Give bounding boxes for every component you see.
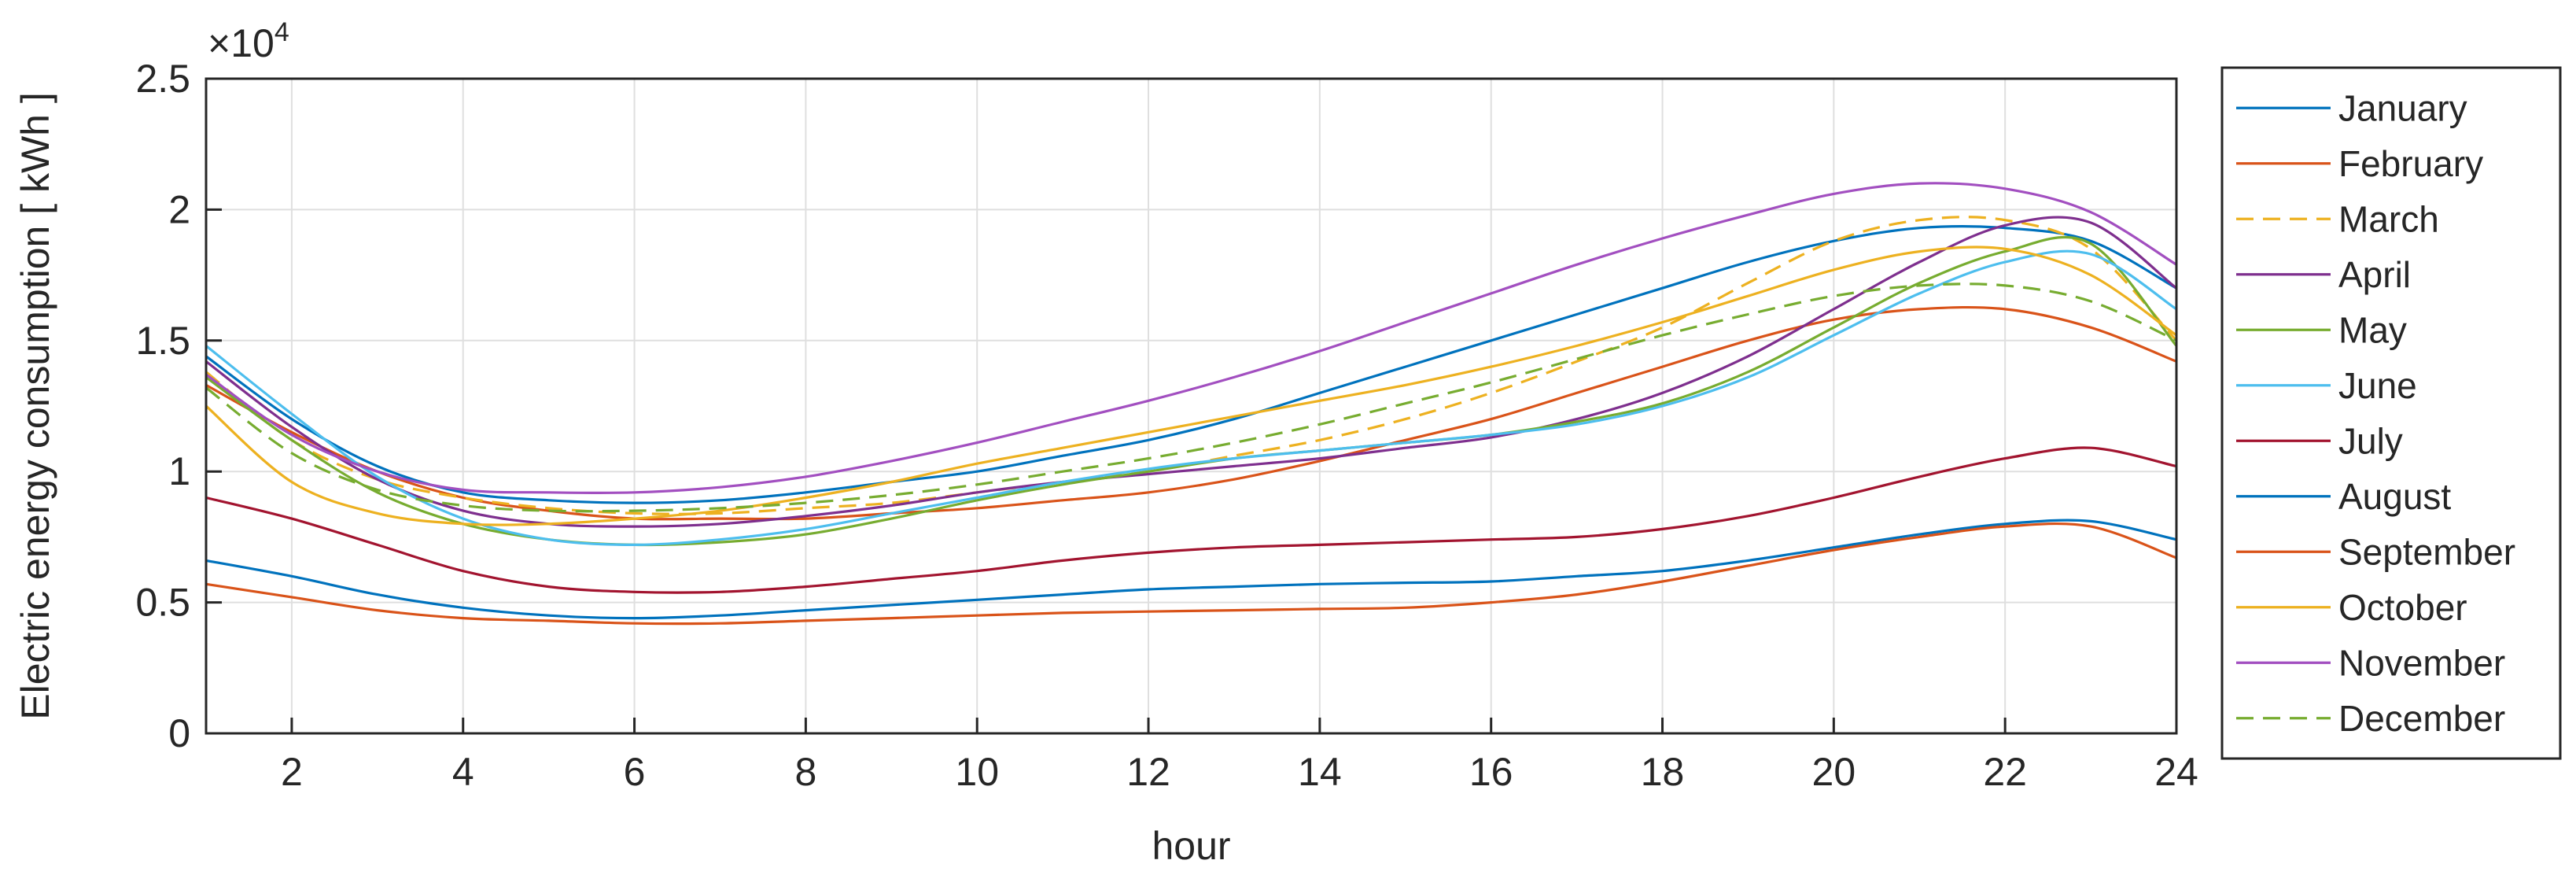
series-line-february bbox=[205, 305, 2177, 521]
series-line-march bbox=[205, 216, 2178, 515]
x-tick-label: 10 bbox=[955, 750, 999, 794]
legend-label-february: February bbox=[2338, 143, 2483, 184]
series-line-november bbox=[205, 182, 2177, 495]
legend-label-september: September bbox=[2338, 531, 2515, 572]
series-line-august bbox=[205, 519, 2177, 620]
x-tick-label: 6 bbox=[624, 750, 646, 794]
legend-label-june: June bbox=[2338, 365, 2417, 406]
x-tick-label: 22 bbox=[1983, 750, 2027, 794]
legend-label-march: March bbox=[2338, 198, 2439, 239]
y-tick-label: 1.5 bbox=[135, 319, 190, 363]
legend-label-july: July bbox=[2338, 420, 2403, 461]
x-tick-label: 24 bbox=[2154, 750, 2198, 794]
legend: January February March April May June July Augu… bbox=[2220, 66, 2562, 760]
y-axis-label: Electric energy consumption [ kWh ] bbox=[13, 92, 57, 720]
legend-label-january: January bbox=[2338, 87, 2467, 128]
y-exponent-label: ×104 bbox=[208, 17, 289, 65]
x-tick-label: 14 bbox=[1298, 750, 1342, 794]
x-tick-label: 18 bbox=[1641, 750, 1685, 794]
legend-label-august: August bbox=[2338, 476, 2451, 517]
y-tick-label: 1 bbox=[168, 449, 190, 493]
legend-label-december: December bbox=[2338, 698, 2505, 739]
x-tick-label: 12 bbox=[1126, 750, 1170, 794]
legend-label-november: November bbox=[2338, 642, 2505, 683]
x-tick-label: 4 bbox=[452, 750, 474, 794]
series-line-april bbox=[205, 216, 2177, 528]
y-tick-label: 0.5 bbox=[135, 581, 190, 625]
y-tick-label: 2 bbox=[168, 187, 190, 231]
x-tick-label: 20 bbox=[1812, 750, 1856, 794]
series-line-july bbox=[205, 446, 2177, 594]
plot-area-frame bbox=[205, 77, 2178, 735]
legend-label-october: October bbox=[2338, 587, 2467, 628]
legend-box bbox=[2220, 66, 2562, 760]
x-tick-label: 16 bbox=[1469, 750, 1513, 794]
series-lines bbox=[205, 182, 2178, 626]
legend-label-april: April bbox=[2338, 254, 2411, 295]
x-axis-label: hour bbox=[1152, 824, 1230, 868]
series-line-september bbox=[205, 522, 2177, 626]
y-tick-label: 2.5 bbox=[135, 57, 190, 101]
series-line-june bbox=[205, 249, 2177, 546]
legend-label-may: May bbox=[2338, 309, 2407, 350]
x-tick-label: 2 bbox=[281, 750, 303, 794]
series-line-december bbox=[205, 282, 2177, 513]
y-tick-label: 0 bbox=[168, 711, 190, 755]
x-tick-label: 8 bbox=[794, 750, 816, 794]
series-line-october bbox=[205, 245, 2177, 526]
series-line-january bbox=[205, 225, 2177, 504]
